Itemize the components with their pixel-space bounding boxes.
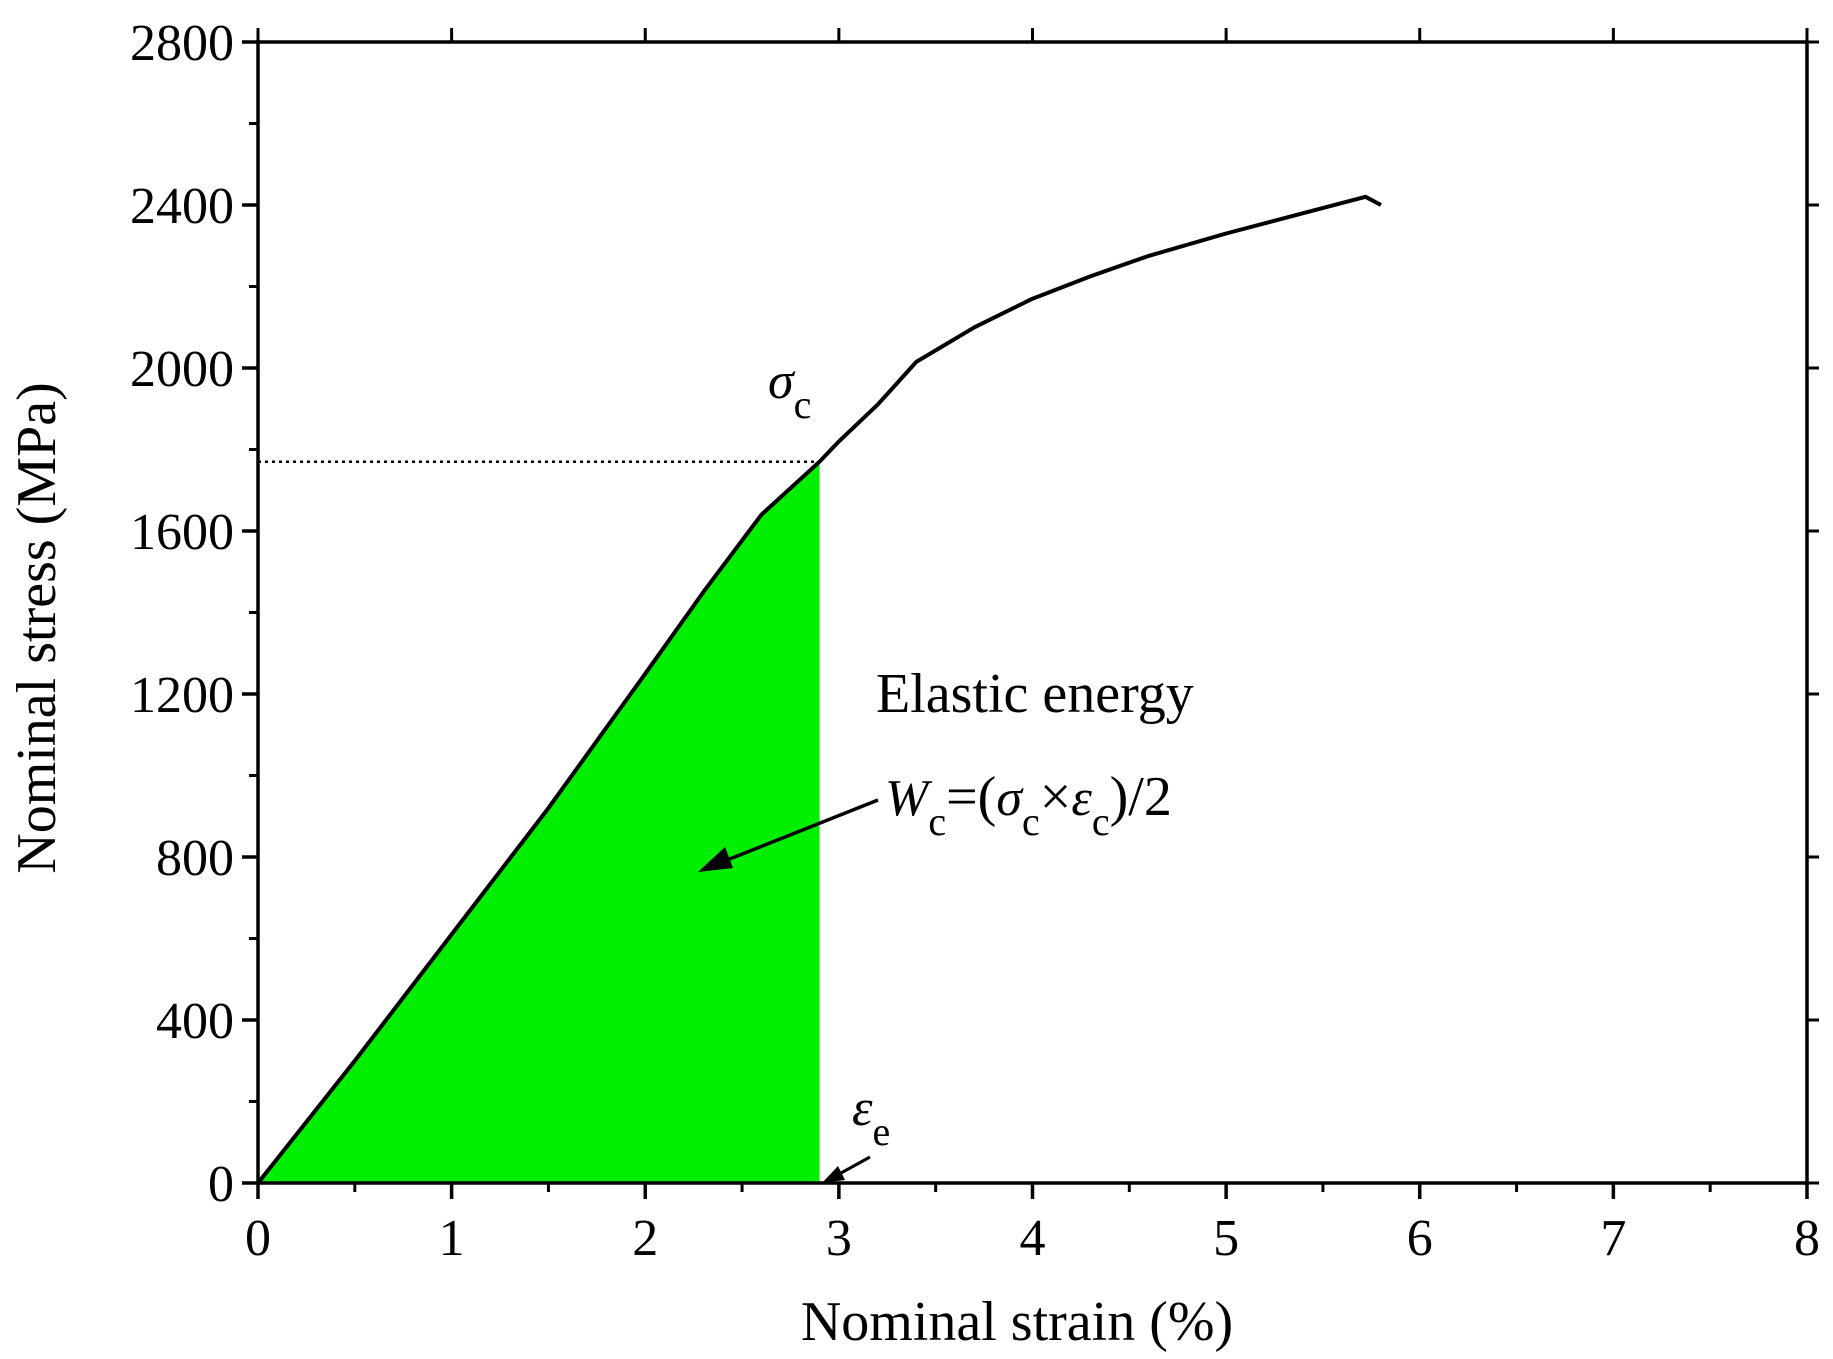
y-tick-label: 400 (156, 993, 234, 1050)
formula-sigma-subscript: c (1022, 799, 1040, 844)
formula-w: W (885, 770, 933, 827)
formula-open: =( (946, 766, 996, 828)
x-tick-label: 5 (1213, 1210, 1239, 1267)
formula-close: )/2 (1110, 766, 1172, 828)
x-tick-label: 4 (1020, 1210, 1046, 1267)
x-tick-label: 8 (1794, 1210, 1820, 1267)
y-tick-label: 2000 (130, 341, 234, 398)
y-tick-label: 800 (156, 830, 234, 887)
x-tick-label: 3 (826, 1210, 852, 1267)
formula-w-subscript: c (928, 799, 946, 844)
x-axis-label: Nominal strain (%) (801, 1291, 1233, 1353)
sigma-subscript: c (794, 382, 812, 427)
x-tick-label: 7 (1600, 1210, 1626, 1267)
formula-arrow (698, 798, 879, 872)
epsilon-subscript: e (873, 1109, 891, 1154)
y-tick-label: 2800 (130, 15, 234, 72)
y-tick-label: 1600 (130, 504, 234, 561)
formula-epsilon: ε (1071, 770, 1092, 827)
elastic-energy-formula: Wc=(σc×εc)/2 (885, 766, 1172, 844)
sigma-symbol: σ (768, 353, 796, 410)
formula-sigma: σ (996, 770, 1024, 827)
elastic-energy-label: Elastic energy (876, 663, 1194, 725)
epsilon-arrow (822, 1155, 871, 1183)
axis-ticks (242, 28, 1819, 1199)
x-tick-label: 1 (439, 1210, 465, 1267)
formula-times: × (1040, 766, 1072, 828)
y-tick-label: 1200 (130, 667, 234, 724)
y-tick-label: 0 (208, 1156, 234, 1213)
sigma-c-label: σc (768, 353, 811, 427)
y-axis-label: Nominal stress (MPa) (6, 382, 68, 874)
epsilon-e-label: εe (852, 1080, 890, 1154)
formula-epsilon-subscript: c (1092, 799, 1110, 844)
x-tick-label: 2 (632, 1210, 658, 1267)
stress-strain-curve (256, 194, 1382, 1185)
y-tick-label: 2400 (130, 178, 234, 235)
x-tick-label: 0 (245, 1210, 271, 1267)
x-tick-label: 6 (1407, 1210, 1433, 1267)
axis-tick-labels: 0 1 2 3 4 5 6 7 8 0 400 800 1200 1600 2000 2400 2800 (130, 15, 1820, 1267)
epsilon-symbol: ε (852, 1080, 873, 1137)
